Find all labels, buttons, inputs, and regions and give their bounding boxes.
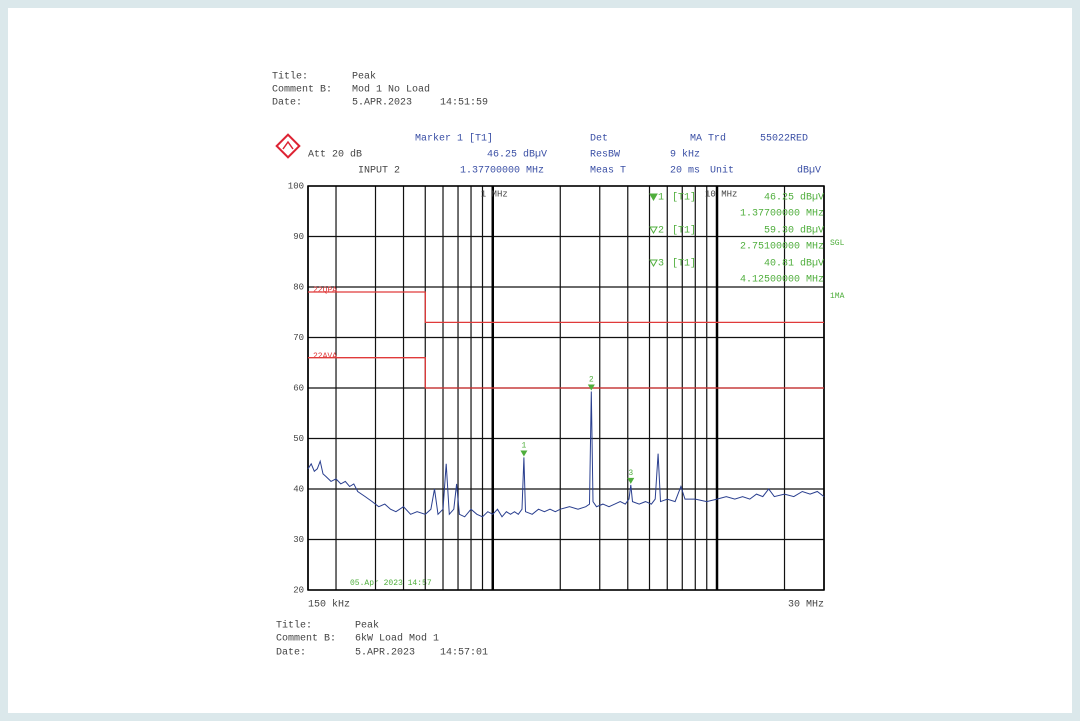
limit-label: 22AVA: [313, 352, 337, 361]
marker: [627, 477, 635, 484]
value: MA Trd: [690, 133, 726, 145]
header: Title: Peak Comment B: Mod 1 No Load Dat…: [272, 71, 488, 109]
label: Date:: [276, 648, 306, 659]
value: 20 ms: [670, 166, 700, 177]
label: Date:: [272, 98, 302, 109]
marker-freq: 2.75100000 MHz: [740, 242, 824, 253]
label: Unit: [710, 165, 734, 177]
label: Comment B:: [272, 85, 332, 96]
y-tick-label: 70: [293, 333, 304, 343]
limit-line: [308, 291, 824, 324]
value: 5.APR.2023: [352, 98, 412, 109]
y-tick-label: 30: [293, 535, 304, 545]
logo-glyph: [282, 140, 294, 150]
x-tick-label: 10 MHz: [705, 189, 737, 199]
trace: [307, 391, 825, 518]
value: 6kW Load Mod 1: [355, 633, 439, 645]
marker-tag: [T1]: [672, 192, 696, 204]
logo-diamond: [275, 133, 301, 159]
marker-icon: [649, 259, 658, 267]
value: 55022RED: [760, 134, 808, 145]
label: Meas T: [590, 166, 626, 177]
value: 14:51:59: [440, 98, 488, 109]
marker-icon: [649, 226, 658, 234]
value: Mod 1 No Load: [352, 84, 430, 96]
marker-readout: 59.30 dBµV: [764, 225, 824, 237]
label: Title:: [272, 71, 308, 83]
marker-head: Marker 1 [T1]: [415, 133, 493, 145]
x-tick-label: 1 MHz: [481, 189, 508, 199]
marker-id: 3: [658, 259, 664, 270]
value: 14:57:01: [440, 648, 488, 659]
value: 9 kHz: [670, 149, 700, 161]
marker-label: 2: [589, 376, 594, 385]
value: SGL: [830, 239, 845, 248]
y-tick-label: 50: [293, 434, 304, 444]
value: 1MA: [830, 292, 845, 301]
value: dBµV: [797, 165, 821, 177]
marker-readout: 40.81 dBµV: [764, 258, 824, 270]
value: 1.37700000 MHz: [460, 166, 544, 177]
sheet: [8, 8, 1072, 713]
y-tick-label: 100: [288, 181, 304, 191]
value: Att 20 dB: [308, 149, 362, 161]
y-tick-label: 80: [293, 282, 304, 292]
limit-line: [308, 357, 824, 389]
value: INPUT 2: [358, 166, 400, 177]
time-stamp: 05.Apr 2023 14:57: [350, 579, 432, 588]
y-tick-label: 60: [293, 383, 304, 393]
x-tick-label: 150 kHz: [308, 599, 350, 611]
x-tick-label: 30 MHz: [788, 600, 824, 611]
value: 46.25 dBµV: [487, 149, 547, 161]
marker-tag: [T1]: [672, 225, 696, 237]
label: Title:: [276, 620, 312, 632]
marker-icon: [649, 193, 658, 201]
value: Peak: [352, 71, 376, 83]
logo: [275, 133, 301, 159]
marker-readout: 46.25 dBµV: [764, 192, 824, 204]
y-tick-label: 40: [293, 484, 304, 494]
y-tick-label: 20: [293, 585, 304, 595]
marker: [587, 384, 595, 391]
marker-label: 1: [522, 442, 527, 451]
footer: Title: Peak Comment B: 6kW Load Mod 1 Da…: [276, 620, 488, 659]
marker: [520, 450, 528, 457]
y-tick-label: 90: [293, 232, 304, 242]
limit-label: 22QPA: [313, 286, 337, 295]
marker-id: 1: [658, 193, 664, 204]
marker-freq: 4.12500000 MHz: [740, 275, 824, 286]
value: Peak: [355, 620, 379, 632]
marker-freq: 1.37700000 MHz: [740, 209, 824, 220]
value: 5.APR.2023: [355, 648, 415, 659]
label: Det: [590, 134, 608, 145]
label: Comment B:: [276, 634, 336, 645]
label: ResBW: [590, 150, 620, 161]
marker-tag: [T1]: [672, 258, 696, 270]
marker-label: 3: [628, 469, 633, 478]
instrument: Marker 1 [T1] Det MA Trd 55022RED Att 20…: [308, 133, 845, 588]
marker-id: 2: [658, 226, 664, 237]
